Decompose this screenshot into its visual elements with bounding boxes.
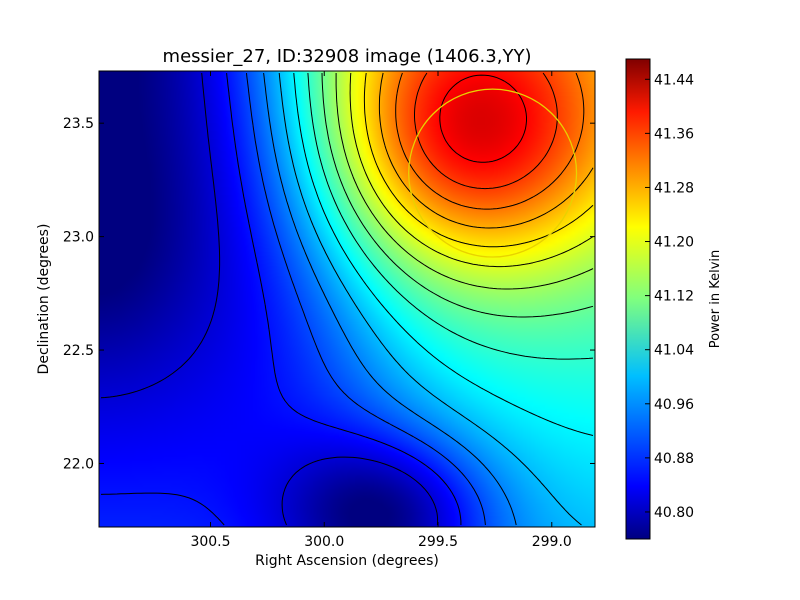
colorbar-tick-label: 41.04 bbox=[654, 343, 694, 359]
plot-frame bbox=[98, 70, 596, 528]
colorbar-tick-label: 40.80 bbox=[654, 505, 694, 521]
x-axis-label: Right Ascension (degrees) bbox=[255, 553, 439, 569]
contour-line bbox=[246, 72, 486, 526]
contour-line bbox=[263, 72, 517, 526]
y-tick-label: 23.5 bbox=[63, 116, 94, 132]
contour-line bbox=[349, 72, 594, 268]
colorbar-tick-label: 41.28 bbox=[654, 180, 694, 196]
y-axis-ticks: 22.0 22.5 23.0 23.5 bbox=[63, 116, 595, 472]
heatmap bbox=[99, 71, 595, 527]
contour-line bbox=[321, 72, 594, 318]
contour-line bbox=[414, 72, 558, 190]
y-axis-label: Declination (degrees) bbox=[36, 224, 52, 375]
heatmap-image bbox=[99, 71, 595, 527]
contour-line bbox=[439, 74, 527, 163]
colorbar-tick-label: 41.12 bbox=[654, 289, 694, 305]
contour-line bbox=[100, 72, 439, 526]
contour-line bbox=[100, 72, 462, 526]
colorbar-tick-label: 41.20 bbox=[654, 235, 694, 251]
contour-line bbox=[307, 72, 594, 360]
x-axis-ticks: 300.5 300.0 299.5 299.0 bbox=[190, 71, 572, 550]
y-tick-label: 22.0 bbox=[63, 456, 94, 472]
contour-lines bbox=[100, 72, 594, 526]
contour-line bbox=[363, 72, 594, 248]
x-tick-label: 300.0 bbox=[304, 534, 344, 550]
colorbar bbox=[625, 58, 651, 540]
x-tick-label: 299.5 bbox=[418, 534, 458, 550]
colorbar-tick-label: 40.96 bbox=[654, 397, 694, 413]
contour-line bbox=[395, 72, 585, 210]
y-tick-label: 23.0 bbox=[63, 230, 94, 246]
x-tick-label: 299.0 bbox=[532, 534, 572, 550]
contour-line bbox=[335, 73, 594, 290]
x-tick-label: 300.5 bbox=[190, 534, 230, 550]
contour-line bbox=[278, 72, 582, 526]
colorbar-ticks: 40.80 40.88 40.96 41.04 41.12 41.20 41.28 41.36… bbox=[645, 72, 694, 521]
chart-title: messier_27, ID:32908 image (1406.3,YY) bbox=[163, 46, 532, 67]
colorbar-tick-label: 40.88 bbox=[654, 451, 694, 467]
colorbar-tick-label: 41.44 bbox=[654, 72, 694, 88]
contour-line bbox=[293, 72, 594, 436]
marker-circle bbox=[408, 88, 578, 258]
colorbar-label: Power in Kelvin bbox=[708, 250, 723, 348]
colorbar-tick-label: 41.36 bbox=[654, 126, 694, 142]
y-tick-label: 22.5 bbox=[63, 343, 94, 359]
